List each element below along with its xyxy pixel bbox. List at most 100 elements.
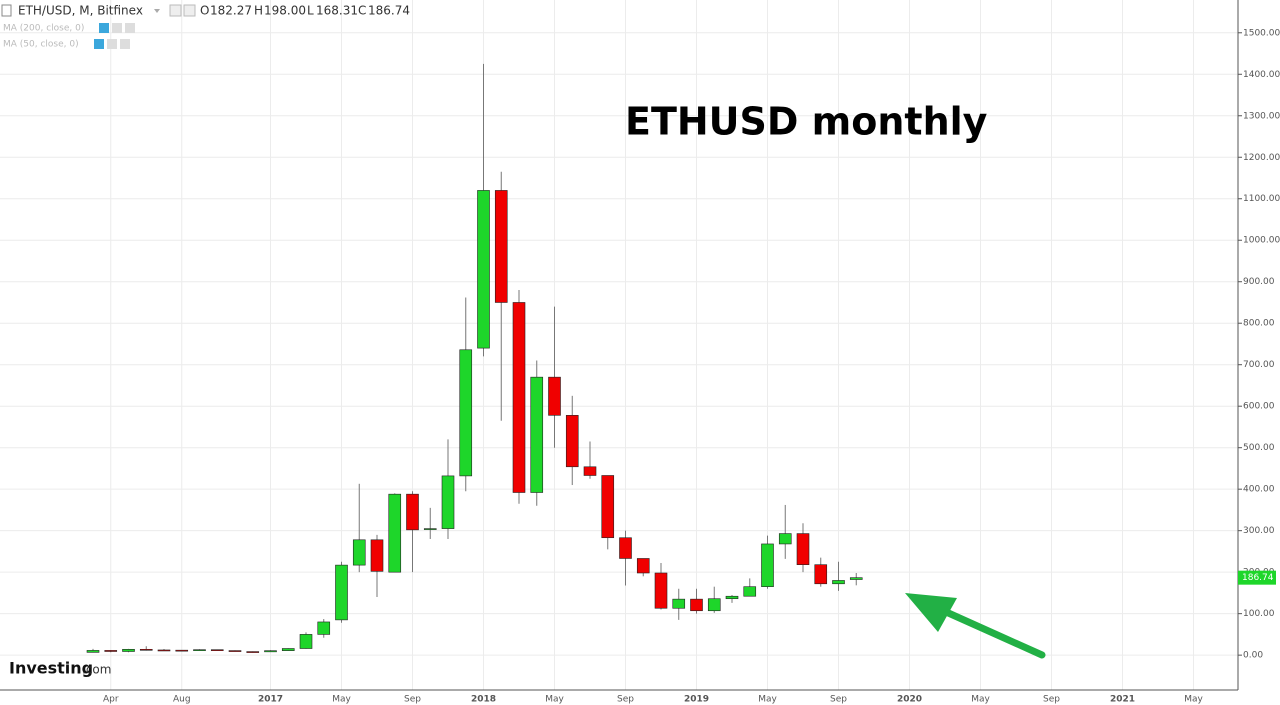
- candle-body: [406, 493, 419, 531]
- candle-body: [122, 648, 135, 652]
- candle-body: [459, 349, 473, 477]
- x-tick-label: 2018: [471, 695, 496, 705]
- candle-body: [317, 621, 331, 635]
- symbol: ETH/USD, M, Bitfinex: [18, 4, 143, 18]
- y-tick-label: 700.00: [1243, 360, 1275, 370]
- candle-body: [494, 190, 508, 303]
- candle-body: [583, 466, 597, 476]
- high-value: 198.00: [264, 4, 306, 18]
- close-key: C: [358, 4, 366, 18]
- candle-body: [335, 564, 348, 621]
- eye-button[interactable]: [169, 4, 182, 17]
- candle-body: [264, 650, 277, 653]
- indicator-eye[interactable]: [94, 39, 104, 49]
- candle-body: [228, 650, 242, 652]
- high-key: H: [254, 4, 263, 18]
- candle-body: [565, 415, 579, 468]
- candle-body: [193, 649, 206, 651]
- x-tick-label: May: [332, 695, 351, 705]
- y-tick-label: 1000.00: [1243, 236, 1280, 246]
- candle-body: [725, 595, 739, 600]
- x-tick-label: Apr: [103, 695, 119, 705]
- candle-body: [743, 586, 757, 597]
- low-value: 168.31: [316, 4, 358, 18]
- candle-body: [654, 572, 668, 609]
- x-tick-label: Sep: [830, 695, 847, 705]
- y-tick-label: 0.00: [1243, 651, 1263, 661]
- candle-body: [636, 558, 650, 574]
- y-tick-label: 400.00: [1243, 485, 1275, 495]
- candle-body: [832, 580, 845, 585]
- candle-body: [299, 634, 313, 649]
- open-value: 182.27: [210, 4, 252, 18]
- indicator: MA (200, close, 0): [3, 24, 84, 34]
- candle-body: [512, 302, 526, 493]
- indicator: MA (50, close, 0): [3, 40, 79, 50]
- low-key: L: [307, 4, 314, 18]
- candle-body: [814, 564, 828, 585]
- chart-title: ETHUSD monthly: [625, 100, 988, 144]
- x-tick-label: 2020: [897, 695, 922, 705]
- logo-suffix: .com: [82, 663, 111, 677]
- indicator-settings[interactable]: [112, 23, 122, 33]
- y-tick-label: 1300.00: [1243, 111, 1280, 121]
- x-tick-label: May: [545, 695, 564, 705]
- candle-body: [352, 539, 366, 566]
- candle-body: [530, 376, 544, 493]
- candle-body: [672, 598, 686, 609]
- candle-body: [157, 649, 171, 652]
- price-tag: [1238, 570, 1276, 585]
- candle-body: [690, 598, 703, 612]
- y-tick-label: 800.00: [1243, 319, 1275, 329]
- x-tick-label: May: [1184, 695, 1203, 705]
- close-value: 186.74: [368, 4, 410, 18]
- x-tick-label: May: [758, 695, 777, 705]
- candle-body: [849, 577, 863, 580]
- candle-body: [370, 539, 384, 572]
- candle-body: [210, 649, 224, 651]
- x-tick-label: Aug: [173, 695, 191, 705]
- settings-button[interactable]: [183, 4, 196, 17]
- price-tag-label: 186.74: [1242, 573, 1274, 583]
- indicator-eye[interactable]: [99, 23, 109, 33]
- candle-body: [548, 376, 561, 416]
- candle-body: [86, 650, 100, 653]
- arrow-head: [905, 593, 957, 632]
- candle-body: [388, 493, 402, 573]
- y-tick-label: 1100.00: [1243, 194, 1280, 204]
- candle-body: [601, 475, 615, 539]
- x-tick-label: Sep: [404, 695, 421, 705]
- dropdown[interactable]: [154, 9, 160, 13]
- candle-body: [281, 648, 295, 651]
- candles: [86, 63, 863, 653]
- y-tick-label: 100.00: [1243, 609, 1275, 619]
- candle-body: [761, 543, 774, 587]
- candle-body: [619, 537, 632, 559]
- y-tick-label: 1200.00: [1243, 153, 1280, 163]
- x-tick-label: Sep: [1043, 695, 1060, 705]
- indicator-settings[interactable]: [107, 39, 117, 49]
- x-tick-label: 2021: [1110, 695, 1135, 705]
- open-key: O: [200, 4, 209, 18]
- y-tick-label: 600.00: [1243, 402, 1275, 412]
- candle-body: [423, 528, 437, 530]
- indicator-remove[interactable]: [125, 23, 135, 33]
- y-tick-label: 900.00: [1243, 277, 1275, 287]
- y-tick-label: 1400.00: [1243, 70, 1280, 80]
- collapse-icon[interactable]: [1, 4, 12, 17]
- y-tick-label: 1500.00: [1243, 28, 1280, 38]
- candle-body: [477, 190, 490, 349]
- indicator-remove[interactable]: [120, 39, 130, 49]
- candle-body: [104, 650, 118, 652]
- candle-body: [707, 598, 721, 612]
- candle-body: [441, 475, 455, 529]
- candle-body: [778, 533, 792, 545]
- logo-brand: Investing: [9, 659, 93, 678]
- x-tick-label: Sep: [617, 695, 634, 705]
- candle-body: [175, 649, 189, 652]
- y-tick-label: 300.00: [1243, 526, 1275, 536]
- x-tick-label: 2017: [258, 695, 283, 705]
